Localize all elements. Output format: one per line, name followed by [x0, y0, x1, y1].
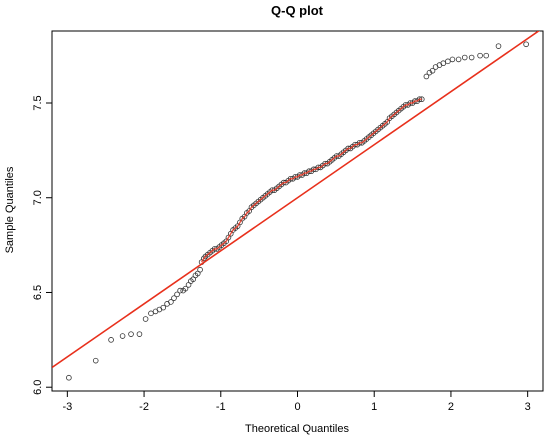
data-point	[174, 291, 180, 298]
data-point	[160, 304, 167, 311]
x-tick-label: 1	[371, 401, 377, 413]
y-tick-label: 6.0	[32, 380, 44, 395]
data-point	[177, 287, 183, 294]
data-point	[142, 316, 149, 322]
data-point	[455, 56, 462, 63]
x-tick-label: -2	[139, 401, 149, 413]
plot-frame	[51, 30, 544, 392]
data-point	[477, 52, 483, 59]
data-point	[171, 295, 177, 301]
data-point	[440, 60, 447, 67]
data-point	[445, 58, 451, 65]
y-tick-label: 7.5	[32, 95, 44, 110]
data-point	[66, 374, 72, 381]
x-tick-label: -1	[216, 401, 226, 413]
data-point	[108, 337, 114, 343]
data-point	[449, 56, 456, 63]
chart-title: Q-Q plot	[271, 3, 324, 18]
data-point	[523, 41, 529, 48]
data-point	[119, 333, 126, 339]
data-point	[128, 331, 134, 337]
plot-area	[52, 31, 541, 381]
data-point	[429, 67, 436, 74]
y-axis-label: Sample Quantiles	[4, 166, 16, 253]
x-axis: -3 -2 -1 0 1 2 3	[62, 390, 531, 413]
data-point	[197, 266, 203, 273]
y-axis: 6.0 6.5 7.0 7.5	[32, 95, 52, 395]
data-point	[148, 310, 154, 317]
data-point	[423, 73, 430, 80]
reference-line	[52, 31, 541, 369]
data-point	[92, 357, 99, 364]
data-point	[136, 331, 143, 337]
data-point	[182, 285, 189, 292]
data-point	[461, 54, 468, 61]
data-point	[426, 69, 433, 76]
data-point	[416, 96, 423, 103]
x-tick-label: 0	[294, 401, 300, 413]
x-axis-label: Theoretical Quantiles	[245, 423, 349, 435]
data-point	[168, 299, 174, 305]
x-tick-label: 2	[448, 401, 454, 413]
data-trace-line	[201, 98, 422, 263]
data-point	[495, 43, 502, 49]
x-tick-label: 3	[525, 401, 531, 413]
data-point	[483, 52, 490, 59]
y-tick-label: 7.0	[32, 190, 44, 205]
x-tick-label: -3	[62, 401, 72, 413]
data-point	[468, 54, 475, 61]
data-points	[66, 41, 529, 381]
y-tick-label: 6.5	[32, 285, 44, 300]
